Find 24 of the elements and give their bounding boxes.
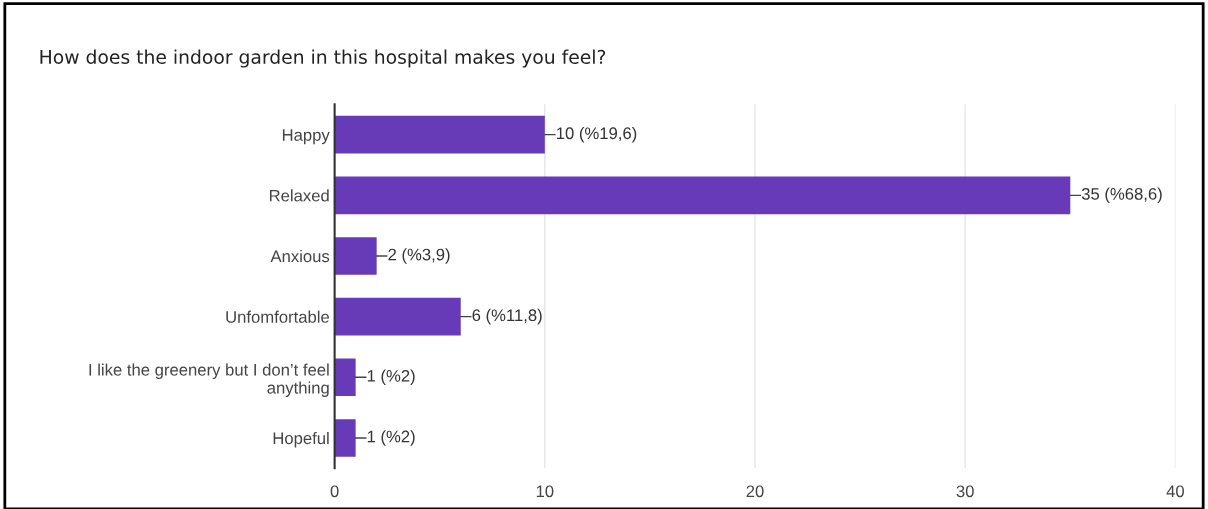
x-tick-label: 10	[536, 485, 554, 498]
y-tick-label: Happy	[282, 129, 330, 145]
bar	[334, 237, 377, 275]
bar	[334, 297, 461, 336]
x-tick-label: 40	[1166, 485, 1184, 498]
y-tick-label: Anxious	[270, 249, 330, 263]
x-tick-label: 30	[956, 485, 974, 498]
data-label: 1 (%2)	[367, 369, 415, 386]
data-label: 1 (%2)	[367, 430, 415, 446]
data-label: 10 (%19,6)	[557, 126, 637, 143]
x-tick-label: 0	[330, 485, 339, 498]
x-tick-label: 20	[746, 485, 764, 498]
bar	[334, 358, 356, 397]
y-tick-label: Relaxed	[269, 189, 329, 202]
y-tick-label: Hopeful	[273, 431, 329, 448]
bar	[334, 115, 545, 154]
data-label: 2 (%3,9)	[388, 248, 450, 264]
bar	[334, 176, 1071, 215]
y-tick-label: Unfomfortable	[226, 310, 330, 323]
chart-title: How does the indoor garden in this hospital makes you feel?	[40, 49, 606, 68]
data-label: 35 (%68,6)	[1081, 187, 1162, 204]
bar	[334, 419, 356, 457]
data-label: 6 (%11,8)	[472, 308, 542, 325]
y-tick-label: I like the greenery but I don’t feel anything	[89, 363, 329, 397]
